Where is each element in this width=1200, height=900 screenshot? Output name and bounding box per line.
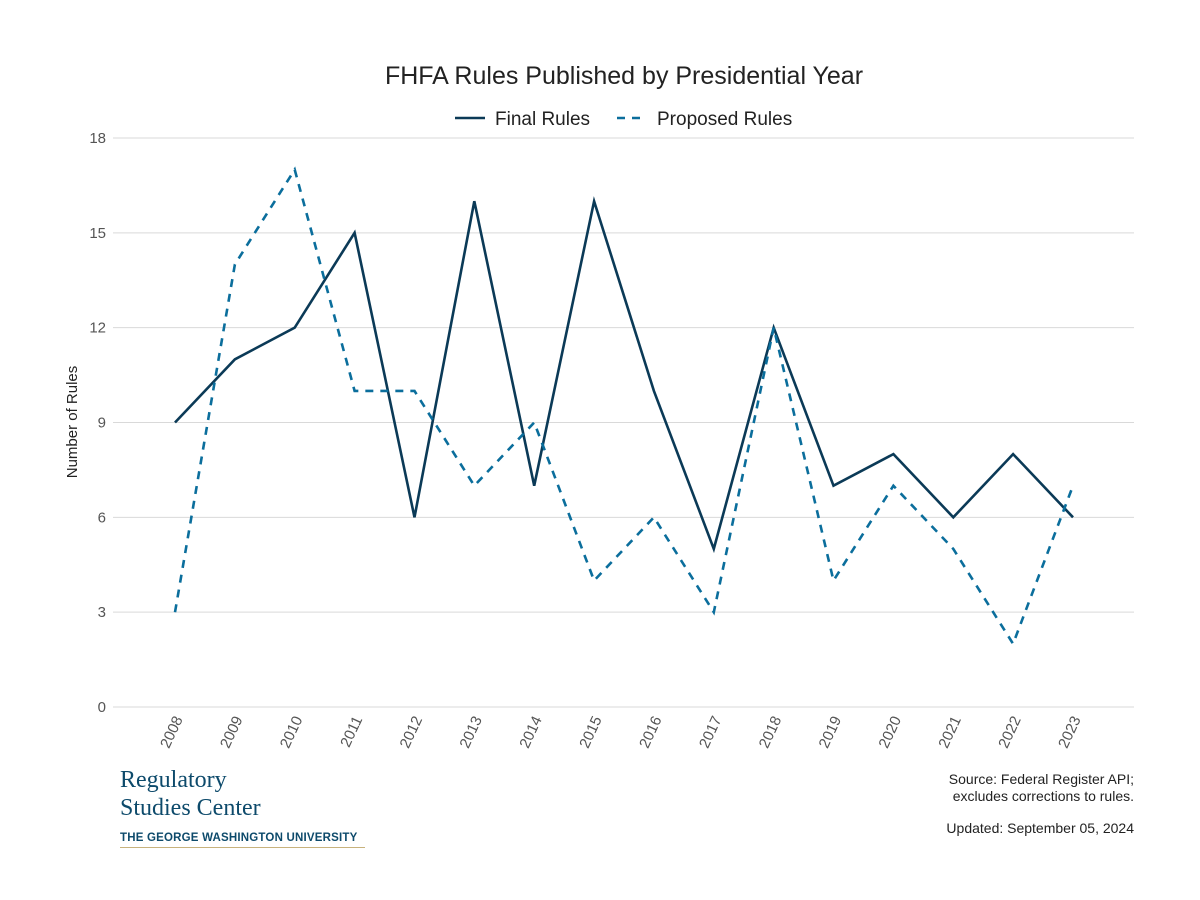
legend-label: Proposed Rules <box>657 109 792 130</box>
data-point <box>354 232 355 233</box>
data-point <box>175 422 176 423</box>
x-tick-label: 2008 <box>157 714 187 751</box>
data-point <box>534 485 535 486</box>
data-point <box>1073 485 1074 486</box>
data-point <box>294 327 295 328</box>
data-point <box>294 169 295 170</box>
y-tick-label: 0 <box>98 699 106 716</box>
y-tick-label: 12 <box>89 320 106 337</box>
y-tick-label: 9 <box>98 415 106 432</box>
x-tick-label: 2019 <box>816 714 846 751</box>
source-note: Source: Federal Register API; excludes c… <box>949 771 1134 805</box>
data-point <box>833 580 834 581</box>
chart-title: FHFA Rules Published by Presidential Yea… <box>385 62 863 90</box>
logo-university: THE GEORGE WASHINGTON UNIVERSITY <box>120 832 365 848</box>
data-point <box>234 264 235 265</box>
rsc-logo: Regulatory Studies Center THE GEORGE WAS… <box>120 766 365 848</box>
data-point <box>474 485 475 486</box>
series-line-2 <box>173 166 1075 647</box>
data-point <box>653 517 654 518</box>
data-point <box>833 485 834 486</box>
x-tick-label: 2011 <box>337 714 366 750</box>
series-lines <box>173 166 1075 647</box>
data-point <box>1013 454 1014 455</box>
data-point <box>234 359 235 360</box>
gridlines <box>113 137 1134 708</box>
data-point <box>594 580 595 581</box>
data-point <box>893 485 894 486</box>
x-tick-label: 2021 <box>935 714 965 751</box>
y-axis-ticks: 0 3 6 9 12 15 18 <box>89 130 106 716</box>
data-point <box>414 390 415 391</box>
data-point <box>893 454 894 455</box>
data-point <box>414 517 415 518</box>
data-point <box>175 612 176 613</box>
y-axis-label: Number of Rules <box>64 366 81 479</box>
x-tick-label: 2022 <box>995 714 1025 751</box>
x-tick-label: 2023 <box>1055 714 1085 751</box>
x-tick-label: 2012 <box>397 714 427 751</box>
data-point <box>953 517 954 518</box>
series-line-1 <box>174 196 1074 554</box>
data-point <box>474 201 475 202</box>
data-point <box>953 548 954 549</box>
data-point <box>594 201 595 202</box>
y-tick-label: 6 <box>98 509 106 526</box>
logo-line-2: Studies Center <box>120 795 261 821</box>
x-tick-label: 2017 <box>696 714 726 751</box>
logo-line-1: Regulatory <box>120 767 227 793</box>
x-tick-label: 2016 <box>636 714 666 751</box>
source-line-2: excludes corrections to rules. <box>952 788 1134 804</box>
x-tick-label: 2020 <box>876 714 906 751</box>
data-point <box>1073 517 1074 518</box>
data-point <box>354 390 355 391</box>
x-tick-label: 2015 <box>576 714 606 751</box>
source-line-1: Source: Federal Register API; <box>948 771 1134 787</box>
data-point <box>1013 643 1014 644</box>
x-tick-label: 2013 <box>456 714 486 751</box>
y-tick-label: 3 <box>98 604 106 621</box>
x-tick-label: 2009 <box>217 714 247 751</box>
x-tick-label: 2018 <box>756 714 786 751</box>
data-point <box>653 390 654 391</box>
x-tick-label: 2014 <box>516 714 546 751</box>
data-point <box>534 422 535 423</box>
y-tick-label: 15 <box>89 225 106 242</box>
x-axis-ticks: 2008 2009 2010 2011 2012 2013 2014 2015 2016 2017… <box>157 714 1085 751</box>
legend-label: Final Rules <box>495 109 590 130</box>
y-tick-label: 18 <box>89 130 106 147</box>
x-tick-label: 2010 <box>277 714 307 751</box>
data-point <box>713 548 714 549</box>
chart-legend: Final Rules Proposed Rules <box>455 109 792 130</box>
updated-date: Updated: September 05, 2024 <box>946 820 1134 836</box>
data-point <box>773 327 774 328</box>
data-point <box>713 612 714 613</box>
